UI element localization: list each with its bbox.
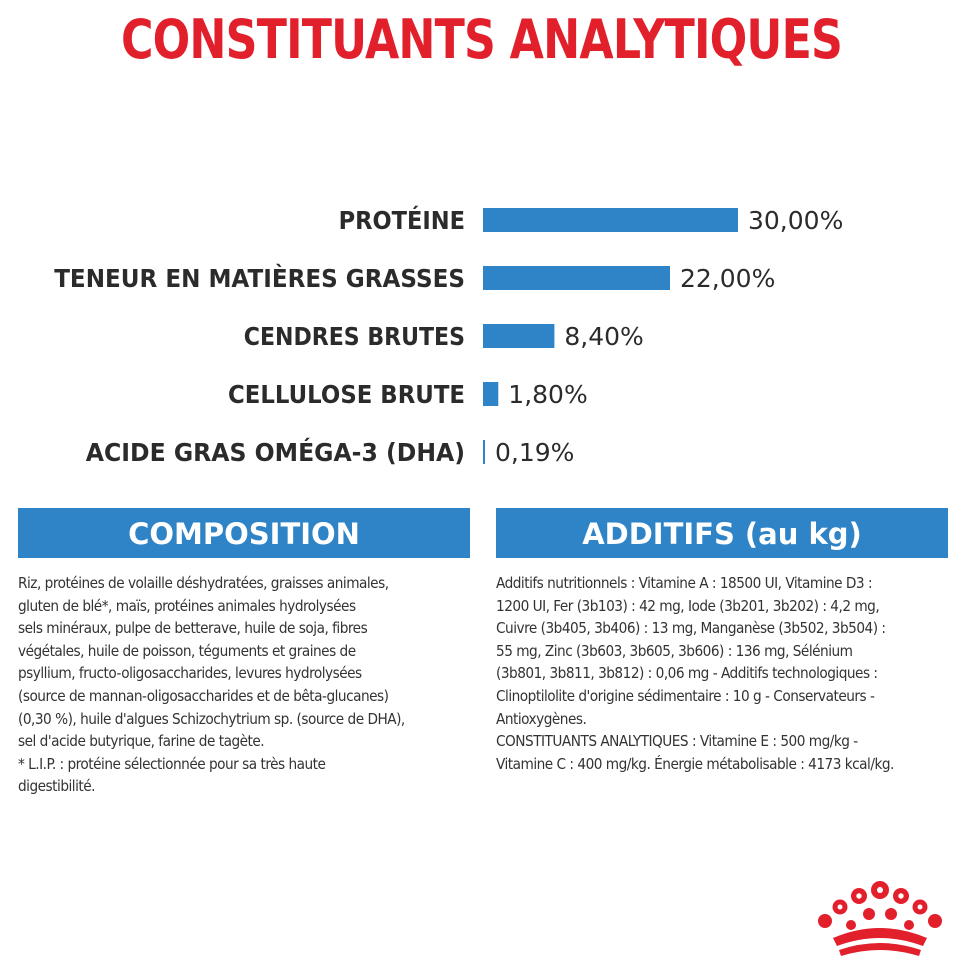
composition-line: (0,30 %), huile d'algues Schizochytrium … [18, 709, 405, 728]
composition-text: Riz, protéines de volaille déshydratées,… [18, 572, 470, 798]
composition-line: sels minéraux, pulpe de betterave, huile… [18, 619, 368, 638]
composition-line: (source de mannan-oligosaccharides et de… [18, 686, 389, 705]
value-label: 0,19% [495, 438, 574, 467]
category-label: ACIDE GRAS OMÉGA-3 (DHA) [86, 438, 465, 467]
additifs-line: (3b801, 3b811, 3b812) : 0,06 mg - Additi… [496, 664, 878, 683]
crown-logo-icon [818, 881, 942, 956]
composition-line: Riz, protéines de volaille déshydratées,… [18, 574, 389, 592]
category-label: CELLULOSE BRUTE [228, 380, 465, 409]
composition-line: sel d'acide butyrique, farine de tagète. [18, 732, 265, 751]
value-label: 30,00% [748, 206, 843, 235]
composition-line: digestibilité. [18, 777, 96, 796]
composition-panel: COMPOSITION Riz, protéines de volaille d… [18, 508, 470, 798]
additifs-text: Additifs nutritionnels : Vitamine A : 18… [496, 572, 948, 775]
bar [483, 382, 499, 406]
additifs-line: Clinoptilolite d'origine sédimentaire : … [496, 686, 875, 705]
value-label: 1,80% [508, 380, 587, 409]
composition-line: végétales, huile de poisson, téguments e… [18, 641, 356, 660]
additifs-line: 55 mg, Zinc (3b603, 3b605, 3b606) : 136 … [496, 641, 853, 660]
bar [483, 208, 738, 232]
bar [483, 440, 485, 464]
category-label: PROTÉINE [339, 206, 465, 235]
page-title: CONSTITUANTS ANALYTIQUES [120, 8, 843, 71]
value-label: 22,00% [680, 264, 775, 293]
composition-line: * L.I.P. : protéine sélectionnée pour sa… [18, 754, 326, 773]
composition-line: gluten de blé*, maïs, protéines animales… [18, 596, 356, 615]
additifs-header: ADDITIFS (au kg) [496, 508, 948, 558]
additifs-panel: ADDITIFS (au kg) Additifs nutritionnels … [496, 508, 948, 775]
composition-line: psyllium, fructo-oligosaccharides, levur… [18, 664, 362, 683]
additifs-line: CONSTITUANTS ANALYTIQUES : Vitamine E : … [496, 732, 858, 751]
category-label: TENEUR EN MATIÈRES GRASSES [54, 264, 465, 293]
additifs-line: 1200 UI, Fer (3b103) : 42 mg, Iode (3b20… [496, 596, 880, 615]
category-label: CENDRES BRUTES [244, 322, 465, 351]
bar [483, 266, 670, 290]
value-label: 8,40% [564, 322, 643, 351]
additifs-line: Cuivre (3b405, 3b406) : 13 mg, Manganèse… [496, 619, 886, 638]
additifs-line: Vitamine C : 400 mg/kg. Énergie métaboli… [496, 754, 894, 773]
bar [483, 324, 555, 348]
nutrient-bar-chart: PROTÉINE 30,00% TENEUR EN MATIÈRES GRASSES… [54, 206, 843, 467]
composition-header: COMPOSITION [18, 508, 470, 558]
additifs-line: Antioxygènes. [496, 709, 587, 728]
additifs-line: Additifs nutritionnels : Vitamine A : 18… [496, 574, 873, 592]
